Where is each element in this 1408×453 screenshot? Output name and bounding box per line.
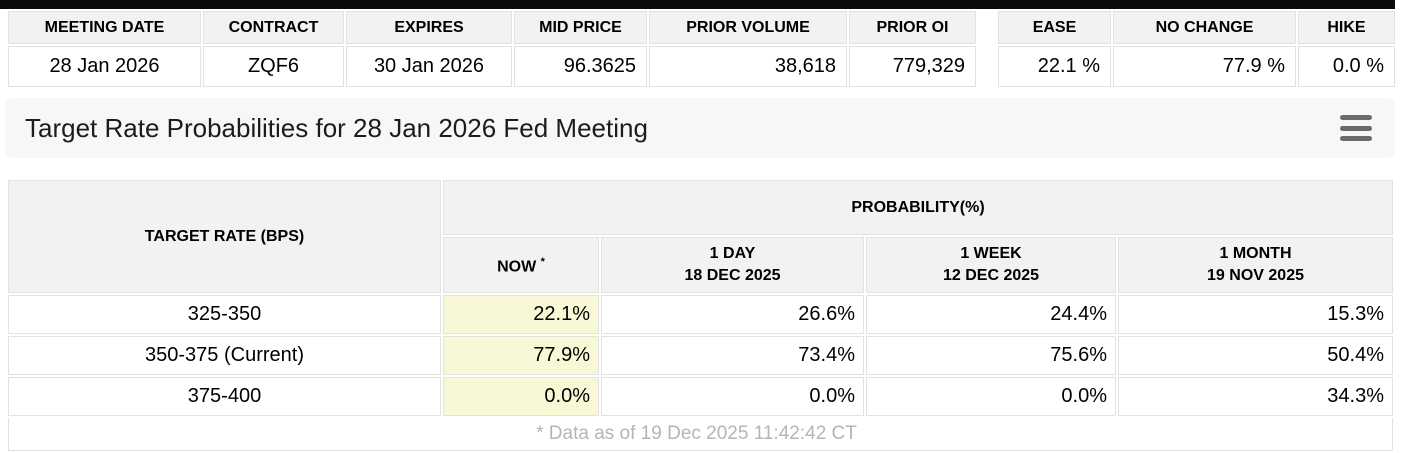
target-rate-probability-table: TARGET RATE (BPS) PROBABILITY(%) NOW * 1… <box>6 178 1395 453</box>
week-probability-cell: 75.6% <box>866 336 1116 375</box>
month-probability-cell: 15.3% <box>1118 295 1394 334</box>
action-probability-table: EASE NO CHANGE HIKE 22.1 % 77.9 % 0.0 % <box>996 9 1397 89</box>
table-row: 350-375 (Current) 77.9% 73.4% 75.6% 50.4… <box>8 336 1394 375</box>
day-probability-cell: 0.0% <box>601 377 864 416</box>
now-probability-cell: 0.0% <box>443 377 599 416</box>
now-probability-cell: 77.9% <box>443 336 599 375</box>
no-change-value: 77.9 % <box>1113 46 1296 87</box>
header-meeting-date: MEETING DATE <box>8 11 201 44</box>
header-1-day: 1 DAY 18 DEC 2025 <box>601 237 864 293</box>
target-rate-cell: 325-350 <box>8 295 441 334</box>
hamburger-bar <box>1340 136 1372 141</box>
now-label: NOW <box>497 258 537 276</box>
header-1-week: 1 WEEK 12 DEC 2025 <box>866 237 1116 293</box>
one-week-date: 12 DEC 2025 <box>942 267 1040 284</box>
now-probability-cell: 22.1% <box>443 295 599 334</box>
header-hike: HIKE <box>1298 11 1395 44</box>
prior-volume-value: 38,618 <box>649 46 847 87</box>
month-probability-cell: 34.3% <box>1118 377 1394 416</box>
contract-value: ZQF6 <box>203 46 344 87</box>
one-day-label: 1 DAY <box>709 245 756 262</box>
header-contract: CONTRACT <box>203 11 344 44</box>
header-now: NOW * <box>443 237 599 293</box>
header-no-change: NO CHANGE <box>1113 11 1296 44</box>
expires-value: 30 Jan 2026 <box>346 46 512 87</box>
prior-oi-value: 779,329 <box>849 46 976 87</box>
data-as-of-footnote: * Data as of 19 Dec 2025 11:42:42 CT <box>8 418 1394 451</box>
one-day-date: 18 DEC 2025 <box>684 267 781 284</box>
mid-price-value: 96.3625 <box>514 46 647 87</box>
target-rate-cell: 375-400 <box>8 377 441 416</box>
action-row: 22.1 % 77.9 % 0.0 % <box>998 46 1395 87</box>
hike-value: 0.0 % <box>1298 46 1395 87</box>
one-month-date: 19 NOV 2025 <box>1207 267 1304 284</box>
header-target-rate-bps: TARGET RATE (BPS) <box>8 180 441 293</box>
footnote-row: * Data as of 19 Dec 2025 11:42:42 CT <box>8 418 1394 451</box>
chart-title: Target Rate Probabilities for 28 Jan 202… <box>25 113 648 143</box>
contract-summary-table: MEETING DATE CONTRACT EXPIRES MID PRICE … <box>6 9 978 89</box>
header-ease: EASE <box>998 11 1111 44</box>
ease-value: 22.1 % <box>998 46 1111 87</box>
hamburger-bar <box>1340 125 1372 131</box>
contract-row: 28 Jan 2026 ZQF6 30 Jan 2026 96.3625 38,… <box>8 46 976 87</box>
hamburger-bar <box>1340 115 1372 120</box>
header-probability-group: PROBABILITY(%) <box>443 180 1394 235</box>
header-prior-volume: PRIOR VOLUME <box>649 11 847 44</box>
week-probability-cell: 0.0% <box>866 377 1116 416</box>
one-month-label: 1 MONTH <box>1219 245 1292 262</box>
one-week-label: 1 WEEK <box>960 245 1022 262</box>
table-row: 375-400 0.0% 0.0% 0.0% 34.3% <box>8 377 1394 416</box>
target-rate-cell: 350-375 (Current) <box>8 336 441 375</box>
header-prior-oi: PRIOR OI <box>849 11 976 44</box>
day-probability-cell: 26.6% <box>601 295 864 334</box>
meeting-date-value: 28 Jan 2026 <box>8 46 201 87</box>
month-probability-cell: 50.4% <box>1118 336 1394 375</box>
header-mid-price: MID PRICE <box>514 11 647 44</box>
week-probability-cell: 24.4% <box>866 295 1116 334</box>
day-probability-cell: 73.4% <box>601 336 864 375</box>
header-expires: EXPIRES <box>346 11 512 44</box>
header-1-month: 1 MONTH 19 NOV 2025 <box>1118 237 1394 293</box>
top-divider-bar <box>0 0 1395 9</box>
hamburger-menu-icon[interactable] <box>1339 114 1373 142</box>
chart-title-bar: Target Rate Probabilities for 28 Jan 202… <box>5 98 1395 158</box>
now-asterisk: * <box>540 256 545 269</box>
table-row: 325-350 22.1% 26.6% 24.4% 15.3% <box>8 295 1394 334</box>
